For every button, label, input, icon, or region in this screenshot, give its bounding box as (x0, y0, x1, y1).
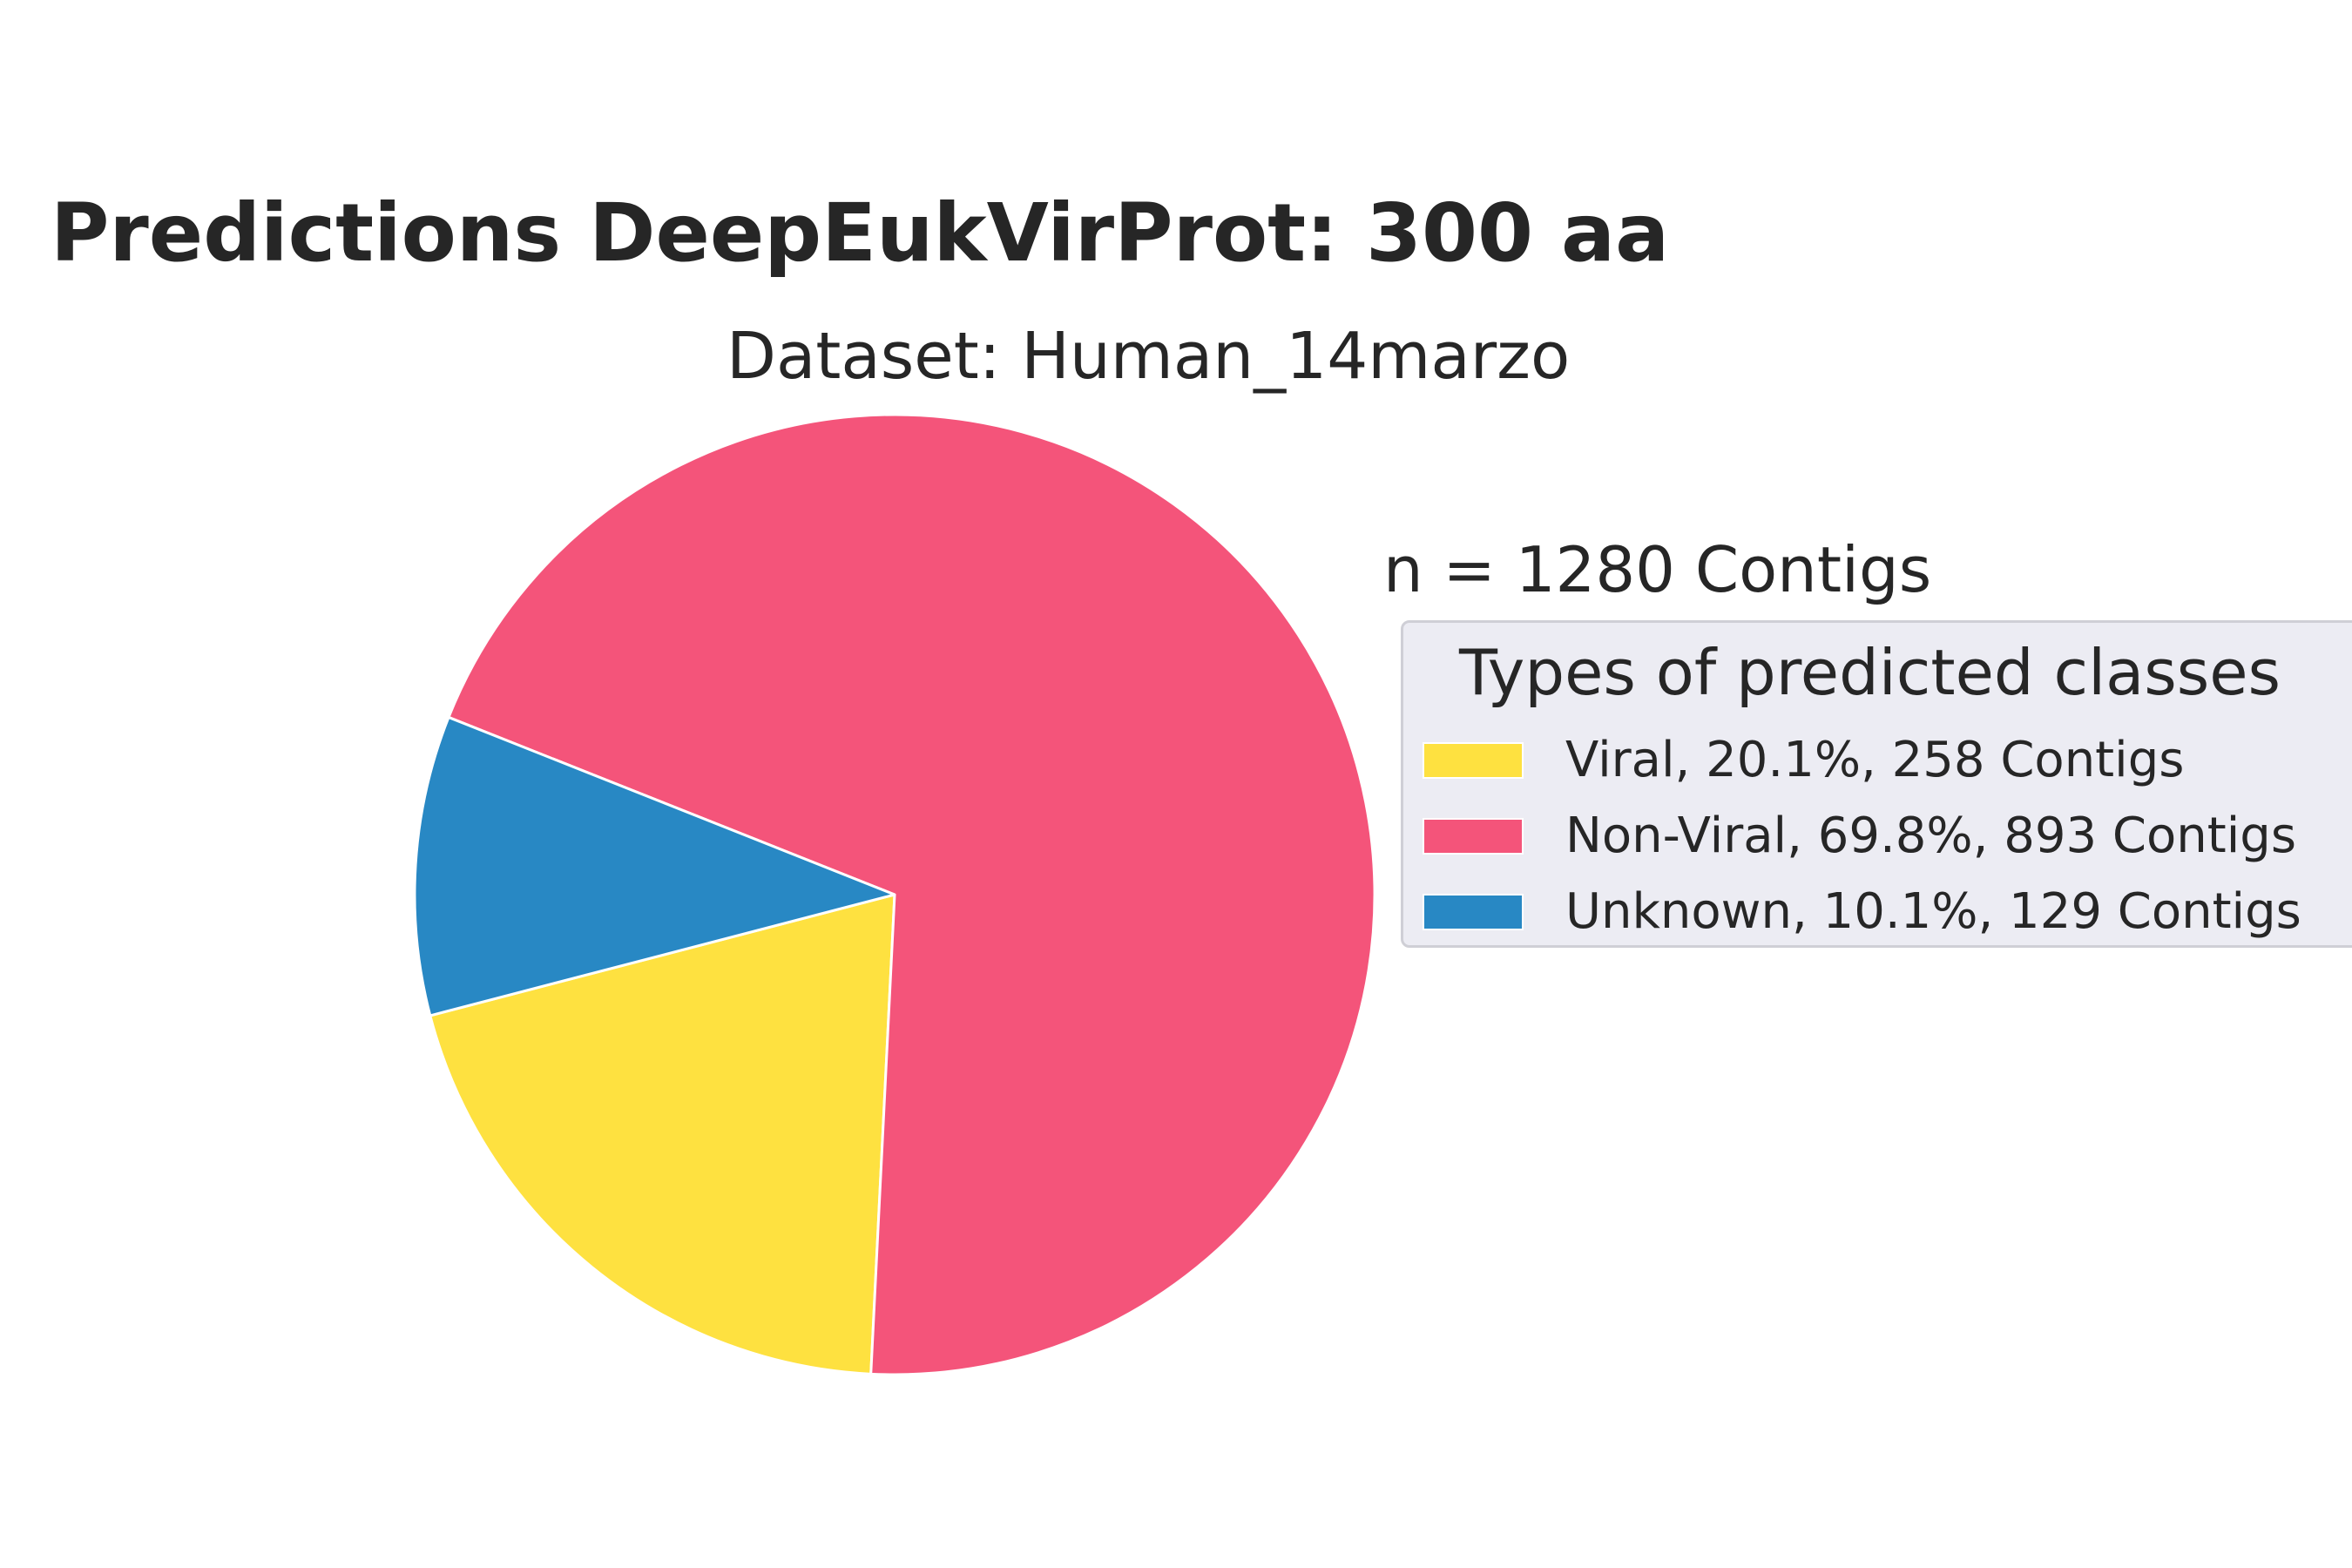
legend-label-non-viral: Non-Viral, 69.8%, 893 Contigs (1565, 808, 2296, 864)
legend-title: Types of predicted classes (1459, 636, 2281, 709)
total-count-annotation: n = 1280 Contigs (1383, 533, 1932, 606)
pie-slice-viral (429, 893, 896, 1375)
legend-item-unknown: Unknown, 10.1%, 129 Contigs (1423, 886, 2301, 938)
legend-item-viral: Viral, 20.1%, 258 Contigs (1423, 734, 2184, 787)
chart-subtitle: Dataset: Human_14marzo (727, 319, 1571, 394)
legend-swatch-non-viral (1423, 818, 1524, 855)
legend-label-viral: Viral, 20.1%, 258 Contigs (1565, 732, 2185, 788)
pie-slice-unknown (413, 715, 896, 1017)
legend-swatch-viral (1423, 742, 1524, 779)
legend-item-non-viral: Non-Viral, 69.8%, 893 Contigs (1423, 810, 2296, 862)
pie-slice-non-viral (447, 413, 1376, 1376)
legend-swatch-unknown (1423, 894, 1524, 930)
legend: Types of predicted classes Viral, 20.1%,… (1401, 620, 2352, 948)
legend-label-unknown: Unknown, 10.1%, 129 Contigs (1565, 883, 2301, 940)
chart-title: Predictions DeepEukVirProt: 300 aa (51, 186, 1670, 280)
